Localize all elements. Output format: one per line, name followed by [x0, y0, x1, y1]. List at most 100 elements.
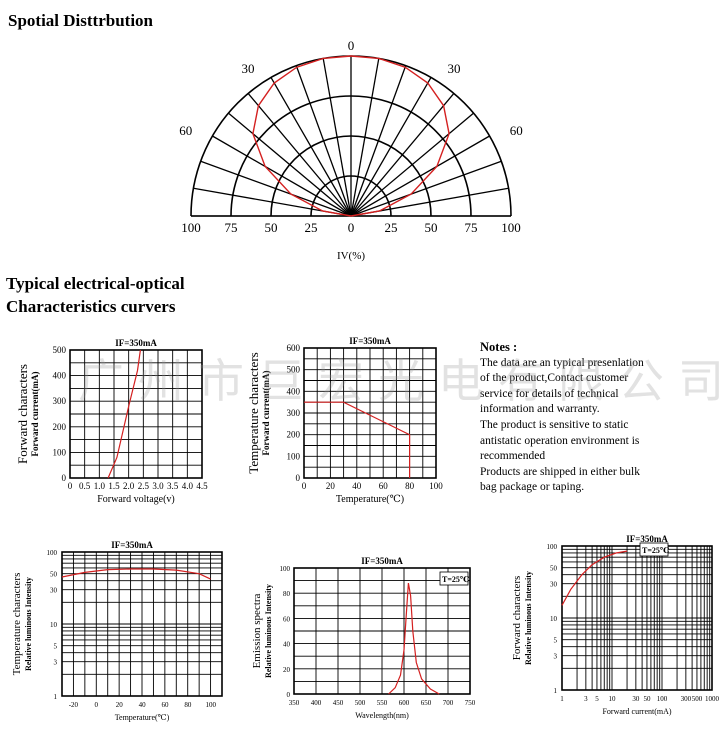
x-tick-label: 20: [326, 481, 336, 491]
x-tick-label: 30: [632, 695, 640, 703]
y-axis-label: Forward characters: [15, 364, 30, 464]
y-tick-label: 10: [50, 621, 58, 629]
x-tick-label: 500: [692, 695, 703, 703]
x-tick-label: 300: [681, 695, 692, 703]
polar-axis-label: IV(%): [337, 250, 365, 262]
y-tick-label: 50: [550, 565, 558, 573]
x-tick-label: 500: [355, 699, 366, 707]
polar-spoke: [350, 112, 474, 217]
polar-spoke: [322, 58, 352, 217]
y-tick-label: 30: [550, 581, 558, 589]
x-tick-label: 80: [184, 701, 192, 709]
x-tick-label: 1.5: [108, 481, 120, 491]
x-tick-label: 600: [399, 699, 410, 707]
polar-angle-label: 30: [448, 61, 461, 76]
x-tick-label: 0: [68, 481, 73, 491]
data-curve: [304, 401, 411, 478]
x-tick-label: 60: [162, 701, 170, 709]
y-tick-label: 200: [53, 422, 67, 432]
x-tick-label: 4.0: [182, 481, 194, 491]
chart-title: IF=350mA: [111, 540, 153, 550]
x-tick-label: 40: [139, 701, 147, 709]
y-tick-label: 500: [53, 345, 67, 355]
x-axis-label: Temperature(℃): [336, 494, 404, 505]
y-tick-label: 3: [554, 653, 558, 661]
x-tick-label: -20: [69, 701, 79, 709]
x-tick-label: 400: [311, 699, 322, 707]
chart-emission-spectra: IF=350mA 350 400 450 500 550 600 650 700 750 0 20 40…: [251, 556, 476, 720]
chart-temperature-current: IF=350mA 0 20 40 60 80 100 0 100 200 300 400 500 600 T…: [246, 336, 443, 505]
x-tick-label: 100: [429, 481, 443, 491]
polar-spoke: [350, 58, 380, 217]
y-tick-label: 50: [50, 571, 58, 579]
polar-angle-label: 0: [348, 38, 355, 53]
characteristics-heading-line1: Typical electrical-optical: [6, 274, 185, 293]
x-tick-label: 3: [584, 695, 588, 703]
x-tick-label: 60: [379, 481, 389, 491]
polar-spoke: [247, 93, 352, 217]
data-curve: [61, 568, 211, 580]
notes-title: Notes :: [480, 340, 518, 354]
chart-title: IF=350mA: [349, 336, 391, 346]
x-tick-label: 1: [560, 695, 564, 703]
x-tick-label: 0: [302, 481, 307, 491]
y-tick-label: 300: [53, 396, 67, 406]
data-curve: [107, 349, 141, 479]
polar-spoke: [350, 135, 490, 217]
polar-angle-label: 30: [242, 61, 255, 76]
chart-title: IF=350mA: [626, 534, 668, 544]
y-tick-label: 100: [53, 447, 67, 457]
chart-title: IF=350mA: [361, 556, 403, 566]
x-tick-label: 750: [465, 699, 476, 707]
plot-frame: [293, 567, 471, 695]
x-tick-label: 1000: [705, 695, 720, 703]
y-tick-label: 20: [283, 666, 291, 674]
y-tick-label: 500: [287, 365, 301, 375]
polar-curve: [252, 55, 450, 217]
x-tick-label: 10: [609, 695, 617, 703]
data-curve: [561, 550, 628, 606]
polar-radial-tick-label: 25: [385, 220, 398, 235]
y-tick-label: 60: [283, 615, 291, 623]
x-tick-label: 40: [352, 481, 362, 491]
y-tick-label: 100: [280, 565, 291, 573]
x-tick-label: 0: [95, 701, 99, 709]
y-tick-label: 10: [550, 615, 558, 623]
y-tick-label: 0: [296, 473, 301, 483]
x-tick-label: 350: [289, 699, 300, 707]
spatial-distribution-heading: Spotial Disttrbution: [8, 11, 153, 30]
x-tick-label: 2.5: [138, 481, 150, 491]
polar-spoke: [295, 65, 352, 217]
notes-block: Notes : The data are an typical presenla…: [480, 340, 715, 496]
polar-spoke: [350, 160, 502, 217]
x-tick-label: 1.0: [94, 481, 106, 491]
y-tick-label: 30: [50, 587, 58, 595]
x-tick-label: 3.5: [167, 481, 179, 491]
polar-angle-label: 60: [510, 123, 523, 138]
y-tick-label: 5: [554, 637, 558, 645]
y-axis-label: Temperature characters: [246, 352, 261, 473]
y-axis-sublabel: Relative luminous Intensity: [264, 584, 273, 678]
polar-spoke: [270, 77, 352, 217]
y-axis-label: Temperature characters: [11, 573, 23, 676]
note-line: antistatic operation environment is: [480, 434, 640, 447]
note-line: The product is sensitive to static: [480, 418, 629, 431]
polar-radial-tick-label: 100: [501, 220, 521, 235]
polar-radial-tick-label: 50: [265, 220, 278, 235]
note-line: of the product,Contact customer: [480, 372, 629, 385]
y-tick-label: 400: [53, 371, 67, 381]
x-tick-label: 550: [377, 699, 388, 707]
y-tick-label: 300: [287, 408, 301, 418]
polar-radial-tick-label: 75: [465, 220, 478, 235]
x-tick-label: 80: [405, 481, 415, 491]
x-tick-label: 4.5: [196, 481, 208, 491]
y-tick-label: 100: [47, 549, 58, 557]
annotation-box: [639, 542, 669, 557]
y-tick-label: 0: [62, 473, 67, 483]
y-tick-label: 0: [287, 691, 291, 699]
polar-radial-tick-label: 0: [348, 220, 355, 235]
plot-frame: [61, 551, 223, 697]
y-tick-label: 80: [283, 590, 291, 598]
polar-spoke: [212, 135, 352, 217]
